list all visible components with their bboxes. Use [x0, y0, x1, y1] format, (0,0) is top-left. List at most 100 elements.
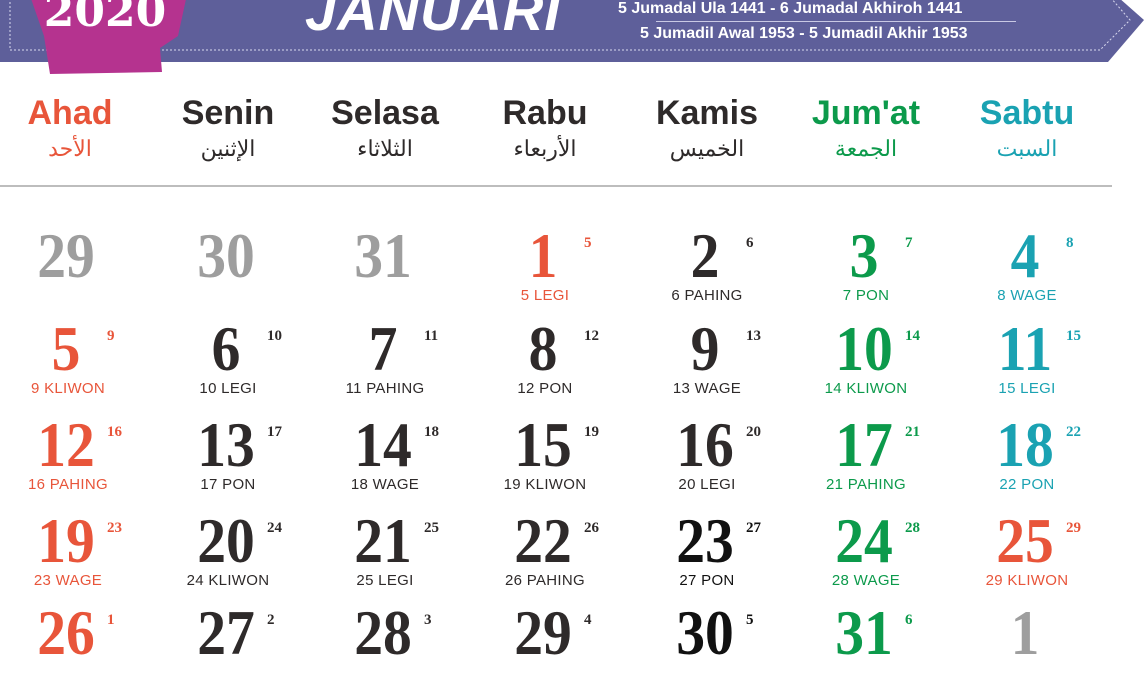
javanese-range: 5 Jumadil Awal 1953 - 5 Jumadil Akhir 19… [640, 25, 968, 42]
pasaran-label: 11 PAHING [345, 380, 425, 397]
day-header-1: Senin الإثنين [153, 94, 303, 162]
hijri-range: 5 Jumadal Ula 1441 - 6 Jumadal Akhiroh 1… [618, 0, 963, 17]
hijri-date: 29 [1066, 520, 1081, 536]
date-cell[interactable]: 28 3 [310, 597, 460, 692]
date-cell[interactable]: 3 7 7 PON [791, 220, 941, 315]
day-name: Selasa [331, 94, 439, 132]
day-name: Jum'at [811, 94, 921, 132]
date-number: 24 [835, 505, 893, 576]
day-name: Kamis [655, 94, 759, 132]
month-banner [0, 0, 1144, 62]
date-cell[interactable]: 20 24 24 KLIWON [153, 509, 303, 600]
date-number: 1 [528, 220, 558, 291]
year-tag [31, 0, 186, 74]
day-header-2: Selasa الثلاثاء [310, 94, 460, 162]
pasaran-label: 12 PON [517, 380, 573, 397]
date-cell[interactable]: 4 8 8 WAGE [952, 220, 1102, 315]
hijri-date: 26 [584, 520, 599, 536]
date-cell[interactable]: 9 13 13 WAGE [632, 317, 782, 408]
hijri-date: 19 [584, 424, 599, 440]
hijri-date: 1 [107, 612, 115, 628]
hijri-date: 13 [746, 328, 761, 344]
date-cell[interactable]: 29 [0, 224, 143, 315]
date-number: 28 [354, 597, 412, 668]
date-cell[interactable]: 22 26 26 PAHING [470, 509, 620, 600]
pasaran-label: 14 KLIWON [824, 380, 908, 397]
pasaran-label: 23 WAGE [33, 572, 103, 589]
pasaran-label: 19 KLIWON [503, 476, 587, 493]
date-number: 6 [211, 313, 241, 384]
pasaran-label: 21 PAHING [826, 476, 906, 493]
hijri-date: 20 [746, 424, 761, 440]
date-number: 8 [528, 313, 558, 384]
hijri-date: 9 [107, 328, 115, 344]
date-number: 4 [1010, 220, 1040, 291]
date-number: 18 [996, 409, 1054, 480]
date-cell[interactable]: 24 28 28 WAGE [791, 505, 941, 600]
date-cell[interactable]: 27 2 [153, 597, 303, 692]
day-header-5: Jum'at الجمعة [791, 94, 941, 162]
hijri-date: 18 [424, 424, 439, 440]
date-cell[interactable]: 13 17 17 PON [153, 413, 303, 504]
hijri-date: 5 [746, 612, 754, 628]
hijri-date: 11 [424, 328, 439, 344]
pasaran-label: 17 PON [200, 476, 256, 493]
date-number: 11 [997, 313, 1053, 384]
pasaran-label: 28 WAGE [831, 572, 901, 589]
date-number: 7 [368, 313, 398, 384]
hijri-date: 6 [905, 612, 913, 628]
date-cell[interactable]: 6 10 10 LEGI [153, 313, 303, 408]
hijri-date: 28 [905, 520, 920, 536]
date-cell[interactable]: 2 6 6 PAHING [632, 220, 782, 315]
date-number: 19 [37, 505, 95, 576]
date-cell[interactable]: 12 16 16 PAHING [0, 413, 143, 504]
day-name-arabic: الإثنين [200, 137, 256, 162]
date-number: 3 [849, 220, 879, 291]
date-cell[interactable]: 19 23 23 WAGE [0, 505, 143, 600]
date-number: 29 [514, 597, 572, 668]
date-cell[interactable]: 11 15 15 LEGI [952, 313, 1102, 408]
date-cell[interactable]: 15 19 19 KLIWON [470, 413, 620, 504]
date-number: 23 [676, 505, 734, 576]
date-cell[interactable]: 8 12 12 PON [470, 313, 620, 408]
hijri-date: 3 [424, 612, 432, 628]
date-cell[interactable]: 16 20 20 LEGI [632, 409, 782, 504]
date-cell[interactable]: 14 18 18 WAGE [310, 409, 460, 504]
date-cell[interactable]: 29 4 [470, 597, 620, 692]
date-cell[interactable]: 1 [952, 601, 1102, 692]
pasaran-label: 15 LEGI [998, 380, 1056, 397]
hijri-date: 24 [267, 520, 282, 536]
date-cell[interactable]: 7 11 11 PAHING [310, 313, 460, 408]
date-cell[interactable]: 5 9 9 KLIWON [0, 317, 143, 408]
date-number: 14 [354, 409, 412, 480]
hijri-date: 7 [905, 235, 913, 251]
date-number: 27 [197, 597, 255, 668]
date-cell[interactable]: 26 1 [0, 601, 143, 692]
date-cell[interactable]: 30 [153, 224, 303, 315]
hijri-date: 12 [584, 328, 599, 344]
date-number: 10 [835, 313, 893, 384]
date-cell[interactable]: 23 27 27 PON [632, 505, 782, 600]
pasaran-label: 13 WAGE [672, 380, 742, 397]
date-number: 2 [690, 220, 720, 291]
pasaran-label: 10 LEGI [199, 380, 257, 397]
day-header-0: Ahad الأحد [0, 94, 145, 162]
date-cell[interactable]: 10 14 14 KLIWON [791, 313, 941, 408]
date-cell[interactable]: 31 6 [791, 601, 941, 692]
hijri-date: 16 [107, 424, 122, 440]
hijri-date: 23 [107, 520, 122, 536]
date-cell[interactable]: 31 [310, 224, 460, 315]
pasaran-label: 27 PON [679, 572, 735, 589]
header-divider [0, 185, 1112, 187]
date-cell[interactable]: 25 29 29 KLIWON [952, 509, 1102, 600]
day-header-6: Sabtu السبت [952, 94, 1102, 162]
date-cell[interactable]: 18 22 22 PON [952, 409, 1102, 504]
date-number: 16 [676, 409, 734, 480]
pasaran-label: 7 PON [842, 287, 890, 304]
date-cell[interactable]: 30 5 [632, 601, 782, 692]
date-cell[interactable]: 17 21 21 PAHING [791, 413, 941, 504]
hijri-date: 8 [1066, 235, 1074, 251]
date-cell[interactable]: 21 25 25 LEGI [310, 509, 460, 600]
day-header-3: Rabu الأربعاء [470, 94, 620, 162]
date-cell[interactable]: 1 5 5 LEGI [470, 220, 620, 315]
